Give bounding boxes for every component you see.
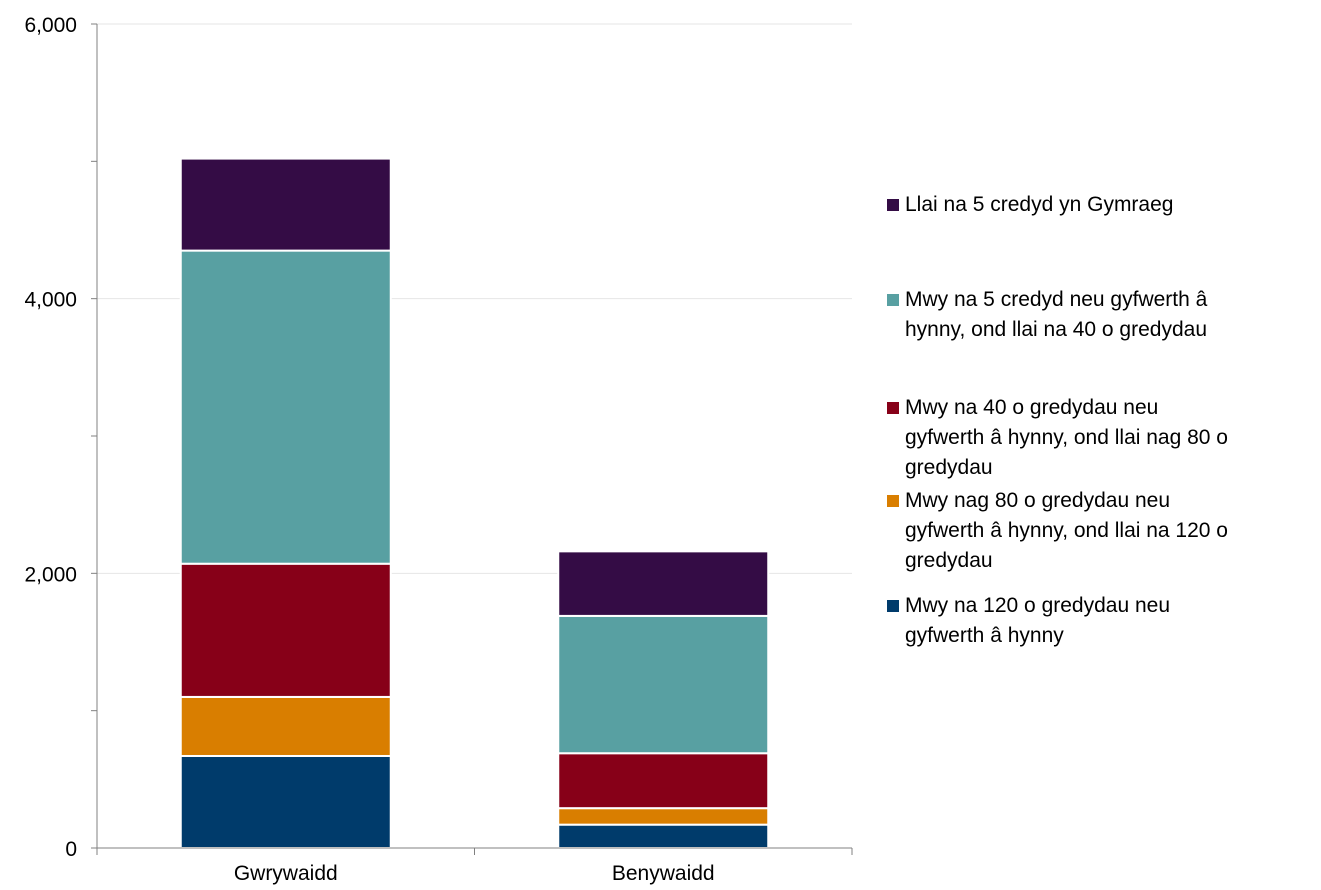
bar-segment bbox=[179, 157, 392, 252]
legend-item-40to80: Mwy na 40 o gredydau neu gyfwerth â hynny… bbox=[887, 393, 1317, 483]
bar-segment bbox=[557, 550, 770, 617]
bar-segment bbox=[179, 249, 392, 565]
legend-swatch bbox=[887, 294, 899, 306]
y-tick-label: 2,000 bbox=[24, 563, 77, 586]
legend-label: Mwy na 120 o gredydau neu gyfwerth â hynn… bbox=[905, 594, 1171, 647]
bar-segment bbox=[179, 695, 392, 757]
category-labels: Gwrywaidd Benywaidd bbox=[234, 862, 715, 885]
y-tick-label: 0 bbox=[65, 838, 77, 861]
legend-label: Mwy na 5 credyd neu gyfwerth â hynny, ond… bbox=[905, 288, 1208, 341]
bar-segment bbox=[557, 823, 770, 849]
bar-segment bbox=[557, 807, 770, 826]
legend-swatch bbox=[887, 495, 899, 507]
tick-labels: 0 2,000 4,000 6,000 bbox=[24, 14, 77, 861]
axes bbox=[91, 23, 853, 855]
legend-item-lt5: Llai na 5 credyd yn Gymraeg bbox=[887, 190, 1317, 220]
legend-swatch bbox=[887, 199, 899, 211]
y-tick-label: 6,000 bbox=[24, 14, 77, 37]
bar-segment bbox=[557, 752, 770, 810]
legend-label: Mwy nag 80 o gredydau neu gyfwerth â hynn… bbox=[905, 489, 1228, 572]
legend-item-gt120: Mwy na 120 o gredydau neu gyfwerth â hynn… bbox=[887, 591, 1317, 651]
x-category-label: Gwrywaidd bbox=[234, 862, 338, 885]
legend-label: Mwy na 40 o gredydau neu gyfwerth â hynny… bbox=[905, 396, 1228, 479]
bars bbox=[179, 157, 770, 850]
bar-segment bbox=[557, 614, 770, 755]
bar-segment bbox=[179, 754, 392, 850]
legend-item-5to40: Mwy na 5 credyd neu gyfwerth â hynny, ond… bbox=[887, 285, 1317, 345]
y-tick-label: 4,000 bbox=[24, 289, 77, 312]
bar-segment bbox=[179, 562, 392, 698]
legend-label: Llai na 5 credyd yn Gymraeg bbox=[905, 193, 1174, 216]
legend-item-80to120: Mwy nag 80 o gredydau neu gyfwerth â hynn… bbox=[887, 486, 1317, 576]
legend-swatch bbox=[887, 600, 899, 612]
x-category-label: Benywaidd bbox=[612, 862, 715, 885]
legend-swatch bbox=[887, 402, 899, 414]
